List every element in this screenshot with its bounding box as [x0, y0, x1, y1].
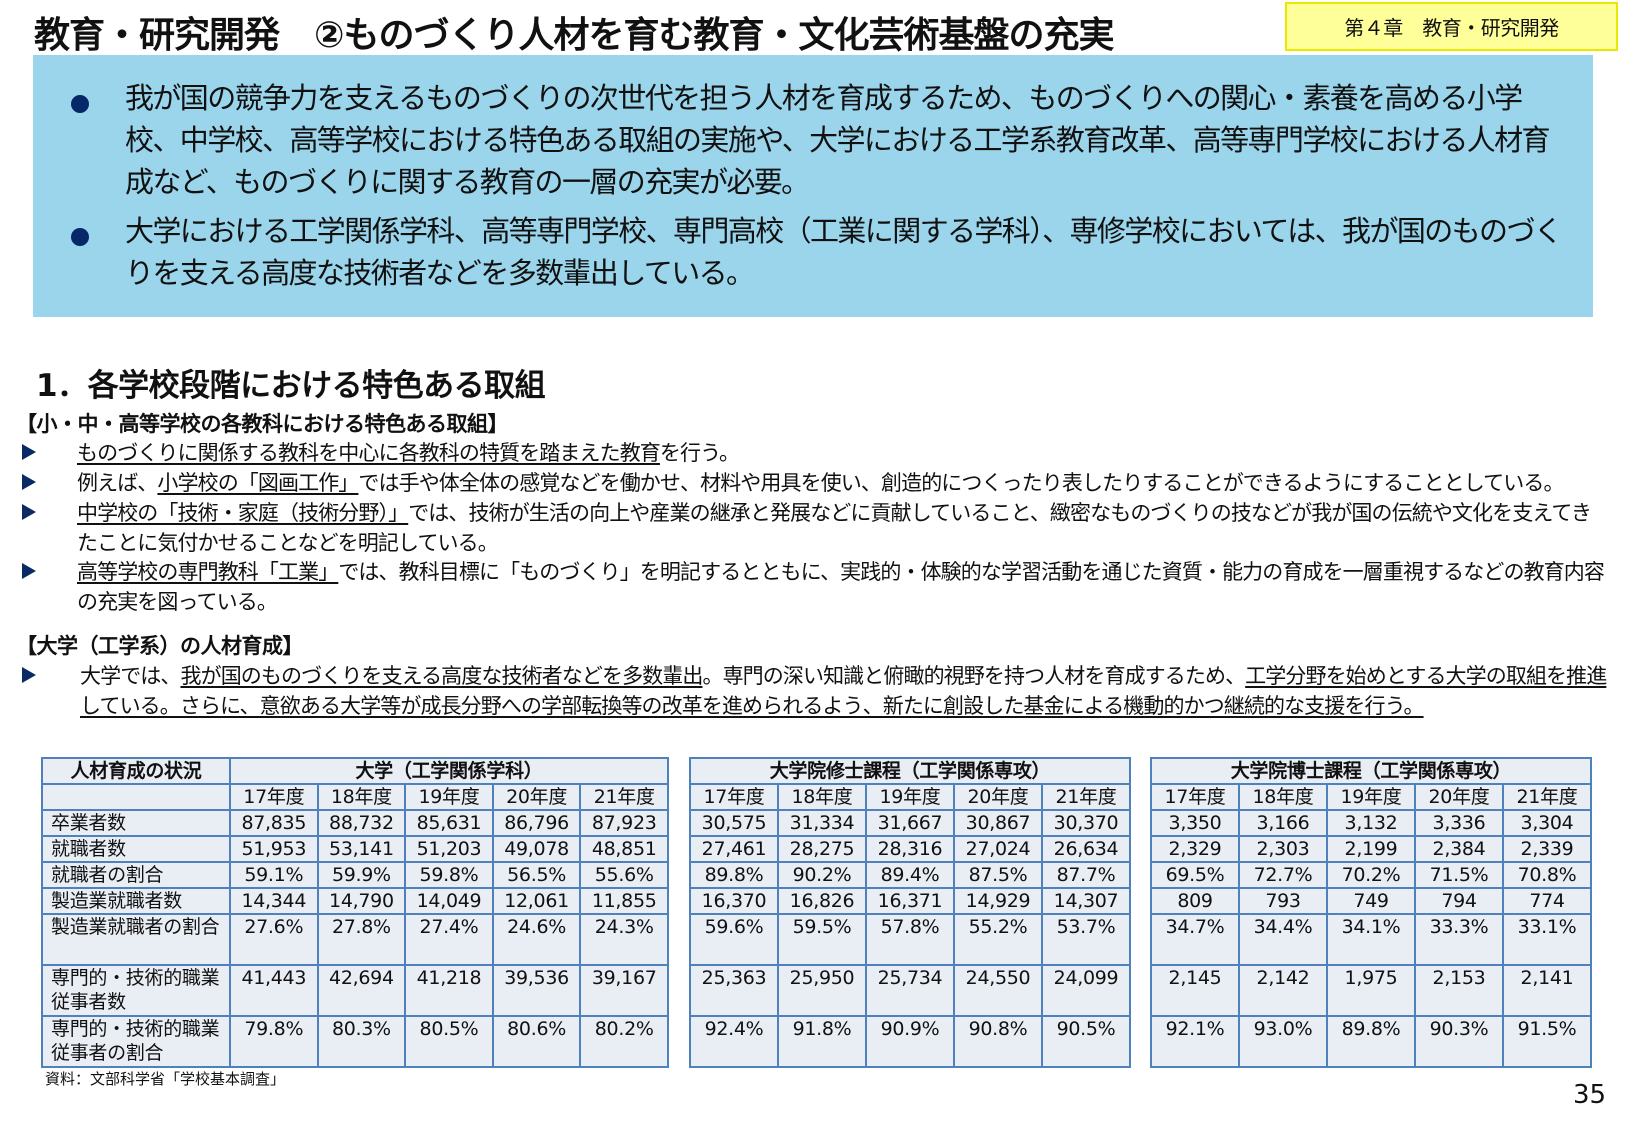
arrow-bullet-icon	[22, 474, 36, 490]
table-row: 92.1% 93.0% 89.8% 90.3% 91.5%	[1150, 1015, 1592, 1068]
school-subheading: 【小・中・高等学校の各教科における特色ある取組】	[16, 412, 509, 436]
bullet-icon	[71, 95, 89, 113]
table-row: 89.8% 90.2% 89.4% 87.5% 87.7%	[689, 861, 1131, 889]
arrow-bullet-icon	[22, 667, 36, 683]
table-row: 34.7% 34.4% 34.1% 33.3% 33.1%	[1150, 913, 1592, 966]
table-row: 809 793 749 794 774	[1150, 887, 1592, 915]
summary-text: 大学における工学関係学科、高等専門学校、専門高校（工業に関する学科）、専修学校に…	[125, 214, 1563, 290]
table-row: 就職者数 51,953 53,141 51,203 49,078 48,851	[41, 835, 669, 863]
row-header-title: 人材育成の状況	[41, 757, 231, 785]
page-number: 35	[1573, 1080, 1607, 1110]
summary-box: 我が国の競争力を支えるものづくりの次世代を担う人材を育成するため、ものづくりへの…	[33, 55, 1593, 317]
year-header: 19年度	[404, 783, 494, 811]
source-note: 資料：文部科学省「学校基本調査」	[45, 1070, 286, 1088]
table-row: 卒業者数 87,835 88,732 85,631 86,796 87,923	[41, 809, 669, 837]
chapter-badge: 第４章 教育・研究開発	[1285, 2, 1618, 51]
table-row: 2,329 2,303 2,199 2,384 2,339	[1150, 835, 1592, 863]
bullet-icon	[71, 228, 89, 246]
table-row: 16,370 16,826 16,371 14,929 14,307	[689, 887, 1131, 915]
year-header: 21年度	[579, 783, 669, 811]
year-header: 18年度	[316, 783, 407, 811]
section-heading: 1．各学校段階における特色ある取組	[36, 368, 546, 404]
summary-text: 我が国の競争力を支えるものづくりの次世代を担う人材を育成するため、ものづくりへの…	[125, 81, 1551, 199]
university-subheading: 【大学（工学系）の人材育成】	[16, 634, 304, 658]
group-title: 大学院修士課程（工学関係専攻）	[689, 757, 1131, 785]
arrow-bullet-icon	[22, 444, 36, 460]
arrow-bullet-icon	[22, 563, 36, 579]
year-header: 17年度	[229, 783, 319, 811]
table-row: 2,145 2,142 1,975 2,153 2,141	[1150, 964, 1592, 1017]
group-title: 大学院博士課程（工学関係専攻）	[1150, 757, 1592, 785]
group-title: 大学（工学関係学科）	[229, 757, 669, 785]
table-row: 59.6% 59.5% 57.8% 55.2% 53.7%	[689, 913, 1131, 966]
year-header: 20年度	[491, 783, 582, 811]
arrow-bullet-icon	[22, 504, 36, 520]
table-row: 製造業就職者数 14,344 14,790 14,049 12,061 11,855	[41, 887, 669, 915]
table-masters: 大学院修士課程（工学関係専攻） 17年度 18年度 19年度 20年度 21年度 30,…	[689, 757, 1131, 1068]
table-row: 69.5% 72.7% 70.2% 71.5% 70.8%	[1150, 861, 1592, 889]
table-row: 3,350 3,166 3,132 3,336 3,304	[1150, 809, 1592, 837]
table-row: 専門的・技術的職業従事者数 41,443 42,694 41,218 39,536 39…	[41, 964, 669, 1017]
table-row: 27,461 28,275 28,316 27,024 26,634	[689, 835, 1131, 863]
table-row: 92.4% 91.8% 90.9% 90.8% 90.5%	[689, 1015, 1131, 1068]
page-title: 教育・研究開発 ②ものづくり人材を育む教育・文化芸術基盤の充実	[34, 15, 1114, 56]
table-university: 人材育成の状況 大学（工学関係学科） 17年度 18年度 19年度 20年度 2…	[41, 757, 669, 1068]
table-row: 30,575 31,334 31,667 30,867 30,370	[689, 809, 1131, 837]
table-row: 就職者の割合 59.1% 59.9% 59.8% 56.5% 55.6%	[41, 861, 669, 889]
table-row: 25,363 25,950 25,734 24,550 24,099	[689, 964, 1131, 1017]
table-doctoral: 大学院博士課程（工学関係専攻） 17年度 18年度 19年度 20年度 21年度 3,3…	[1150, 757, 1592, 1068]
table-row: 製造業就職者の割合 27.6% 27.8% 27.4% 24.6% 24.3%	[41, 913, 669, 966]
table-row: 専門的・技術的職業従事者の割合 79.8% 80.3% 80.5% 80.6% 80.2…	[41, 1015, 669, 1068]
